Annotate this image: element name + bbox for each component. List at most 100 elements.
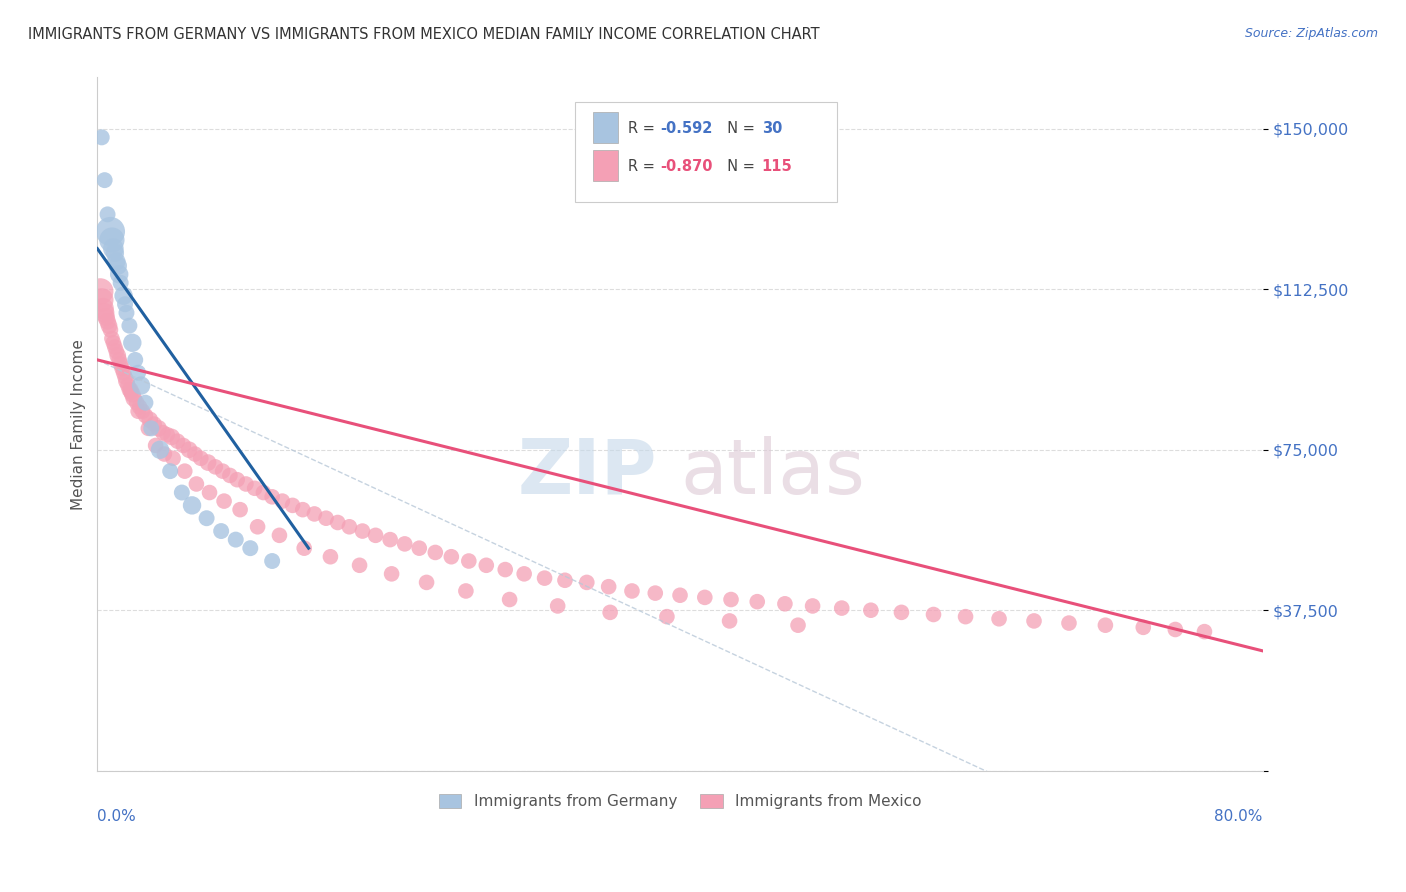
Point bbox=[115, 374, 138, 388]
Point bbox=[212, 494, 235, 508]
Point bbox=[394, 537, 416, 551]
Point bbox=[138, 421, 160, 435]
Point bbox=[425, 545, 447, 559]
Point bbox=[304, 507, 326, 521]
Text: R =: R = bbox=[627, 159, 659, 174]
Point bbox=[184, 447, 207, 461]
Point bbox=[801, 599, 824, 613]
Bar bbox=[593, 150, 619, 181]
Point bbox=[1022, 614, 1045, 628]
Point bbox=[115, 306, 138, 320]
Point bbox=[105, 254, 128, 268]
Text: -0.592: -0.592 bbox=[661, 120, 713, 136]
Text: N =: N = bbox=[718, 120, 761, 136]
Point bbox=[122, 392, 145, 406]
Point bbox=[101, 331, 124, 345]
Point bbox=[186, 477, 208, 491]
Point bbox=[110, 357, 132, 371]
Point bbox=[269, 528, 291, 542]
Point bbox=[408, 541, 430, 556]
Point bbox=[655, 609, 678, 624]
Point bbox=[127, 366, 149, 380]
Point bbox=[575, 575, 598, 590]
Point bbox=[107, 259, 129, 273]
Point bbox=[125, 395, 148, 409]
Point bbox=[145, 438, 167, 452]
Point bbox=[173, 464, 195, 478]
Point bbox=[787, 618, 810, 632]
Point bbox=[111, 361, 134, 376]
Point bbox=[120, 384, 142, 399]
Text: ZIP: ZIP bbox=[517, 435, 657, 509]
Point bbox=[118, 383, 141, 397]
Point bbox=[262, 490, 284, 504]
Point bbox=[494, 563, 516, 577]
Point bbox=[859, 603, 882, 617]
Text: IMMIGRANTS FROM GERMANY VS IMMIGRANTS FROM MEXICO MEDIAN FAMILY INCOME CORRELATI: IMMIGRANTS FROM GERMANY VS IMMIGRANTS FR… bbox=[28, 27, 820, 42]
Point bbox=[209, 524, 232, 538]
Point bbox=[166, 434, 188, 449]
FancyBboxPatch shape bbox=[575, 102, 838, 202]
Point bbox=[127, 404, 149, 418]
Point bbox=[156, 427, 179, 442]
Point bbox=[1094, 618, 1116, 632]
Point bbox=[139, 413, 162, 427]
Point bbox=[337, 520, 360, 534]
Point bbox=[292, 541, 315, 556]
Point bbox=[378, 533, 401, 547]
Point bbox=[381, 566, 404, 581]
Point bbox=[457, 554, 479, 568]
Point bbox=[955, 609, 977, 624]
Point bbox=[252, 485, 274, 500]
Point bbox=[93, 306, 115, 320]
Point bbox=[131, 404, 153, 418]
Point bbox=[195, 511, 218, 525]
Point bbox=[162, 451, 184, 466]
Point bbox=[104, 340, 127, 354]
Text: 115: 115 bbox=[762, 159, 793, 174]
Point bbox=[599, 606, 621, 620]
Point bbox=[149, 442, 172, 457]
Point bbox=[105, 344, 128, 359]
Text: 80.0%: 80.0% bbox=[1215, 809, 1263, 824]
Point bbox=[143, 417, 166, 431]
Point bbox=[243, 481, 266, 495]
Point bbox=[644, 586, 666, 600]
Point bbox=[153, 447, 176, 461]
Point bbox=[349, 558, 371, 573]
Point bbox=[693, 591, 716, 605]
Point bbox=[98, 318, 121, 333]
Point bbox=[326, 516, 349, 530]
Point bbox=[246, 520, 269, 534]
Point bbox=[262, 554, 284, 568]
Point bbox=[498, 592, 520, 607]
Point bbox=[1132, 620, 1154, 634]
Point bbox=[90, 293, 112, 307]
Point bbox=[352, 524, 374, 538]
Point bbox=[831, 601, 853, 615]
Point bbox=[101, 233, 124, 247]
Point bbox=[170, 485, 193, 500]
Point bbox=[179, 442, 201, 457]
Point bbox=[120, 383, 142, 397]
Text: -0.870: -0.870 bbox=[661, 159, 713, 174]
Point bbox=[747, 595, 769, 609]
Point bbox=[890, 606, 912, 620]
Point bbox=[204, 459, 226, 474]
Point bbox=[100, 323, 122, 337]
Point bbox=[922, 607, 945, 622]
Point bbox=[159, 464, 181, 478]
Point bbox=[235, 477, 257, 491]
Point bbox=[152, 425, 174, 440]
Point bbox=[94, 310, 117, 324]
Point bbox=[271, 494, 294, 508]
Point bbox=[103, 242, 125, 256]
Point bbox=[1164, 623, 1187, 637]
Point bbox=[533, 571, 555, 585]
Point bbox=[134, 395, 156, 409]
Point bbox=[773, 597, 796, 611]
Y-axis label: Median Family Income: Median Family Income bbox=[72, 339, 86, 509]
Point bbox=[112, 366, 135, 380]
Point bbox=[598, 580, 620, 594]
Point bbox=[225, 533, 247, 547]
